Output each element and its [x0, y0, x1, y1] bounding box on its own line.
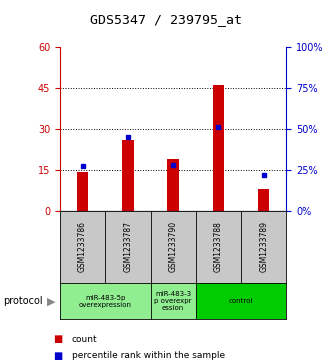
Text: protocol: protocol [3, 296, 43, 306]
Bar [77, 172, 88, 211]
Text: GDS5347 / 239795_at: GDS5347 / 239795_at [91, 13, 242, 26]
Bar [167, 159, 179, 211]
Text: GSM1233787: GSM1233787 [123, 221, 133, 272]
Text: ▶: ▶ [47, 296, 55, 306]
Bar [258, 189, 269, 211]
Text: ■: ■ [53, 334, 63, 344]
Text: GSM1233789: GSM1233789 [259, 221, 268, 272]
Text: GSM1233790: GSM1233790 [168, 221, 178, 272]
Text: GSM1233786: GSM1233786 [78, 221, 87, 272]
Text: GSM1233788: GSM1233788 [214, 221, 223, 272]
Text: miR-483-3
p overexpr
ession: miR-483-3 p overexpr ession [155, 291, 192, 311]
Bar [213, 85, 224, 211]
Bar [122, 140, 134, 211]
Text: count: count [72, 335, 97, 344]
Text: percentile rank within the sample: percentile rank within the sample [72, 351, 225, 360]
Text: control: control [229, 298, 253, 304]
Text: miR-483-5p
overexpression: miR-483-5p overexpression [79, 295, 132, 308]
Text: ■: ■ [53, 351, 63, 361]
